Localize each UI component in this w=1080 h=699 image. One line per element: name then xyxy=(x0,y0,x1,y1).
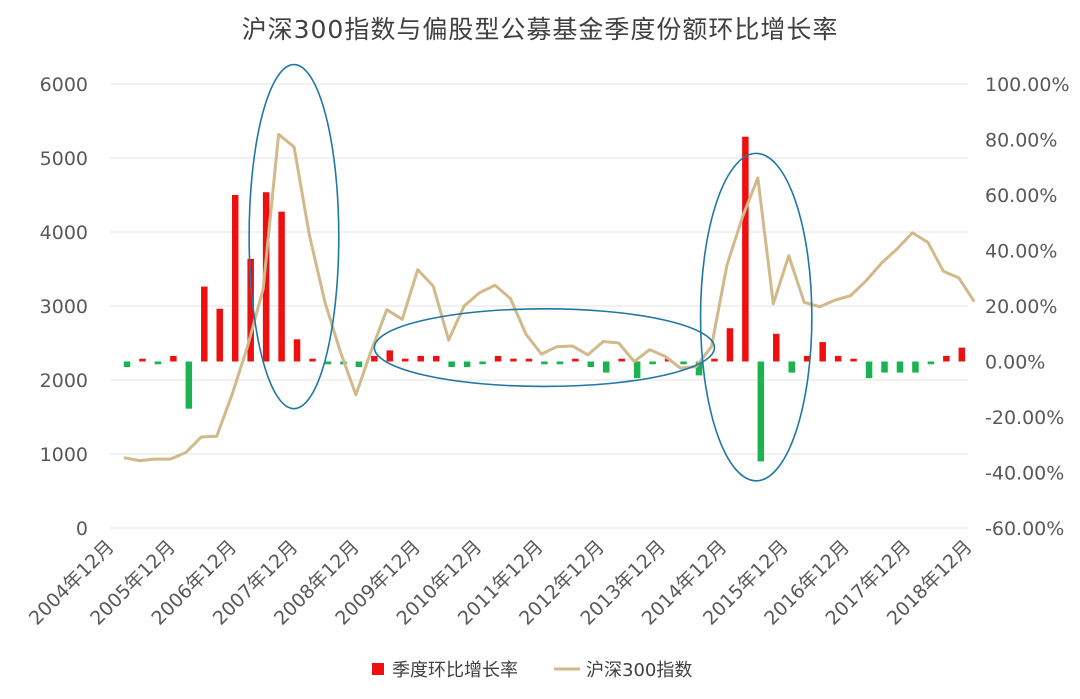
bar xyxy=(262,192,270,362)
bar xyxy=(216,308,224,362)
y-left-tick-label: 0 xyxy=(76,518,88,540)
y-left-tick-label: 6000 xyxy=(40,74,88,96)
bar xyxy=(773,333,780,362)
bar xyxy=(587,361,595,368)
bar xyxy=(819,342,826,362)
bar xyxy=(309,358,316,362)
bar xyxy=(355,361,363,368)
legend-bar-label: 季度环比增长率 xyxy=(392,660,518,681)
bar xyxy=(231,195,239,362)
bar xyxy=(572,358,579,362)
y-left-tick-label: 2000 xyxy=(40,370,88,392)
bar xyxy=(912,361,919,373)
bar xyxy=(432,355,440,362)
left-y-axis: 0 1000 2000 3000 4000 5000 6000 xyxy=(40,74,88,540)
bar xyxy=(742,136,749,362)
bar xyxy=(726,328,734,362)
bar xyxy=(417,355,424,362)
bar xyxy=(881,361,888,373)
y-right-tick-label: 60.00% xyxy=(985,185,1057,207)
legend: 季度环比增长率 沪深300指数 xyxy=(372,660,692,681)
y-left-tick-label: 5000 xyxy=(40,148,88,170)
right-y-axis: -60.00% -40.00% -20.00% 0.00% 20.00% 40.00% 60… xyxy=(985,74,1070,540)
bar xyxy=(602,361,610,373)
bar xyxy=(201,286,208,362)
legend-line-label: 沪深300指数 xyxy=(586,660,692,681)
y-left-tick-label: 3000 xyxy=(40,296,88,318)
bar xyxy=(123,361,131,368)
y-right-tick-label: 100.00% xyxy=(985,74,1070,96)
bar xyxy=(448,361,455,368)
bar xyxy=(695,361,703,376)
bar xyxy=(680,361,687,365)
highlight-ellipse xyxy=(248,63,340,410)
bar xyxy=(834,355,842,362)
bar xyxy=(711,358,718,362)
highlight-ellipses xyxy=(248,63,813,482)
bar xyxy=(463,361,471,368)
y-right-tick-label: -60.00% xyxy=(985,518,1064,540)
bar xyxy=(247,258,254,362)
bar-series xyxy=(123,136,966,462)
bar xyxy=(958,347,966,362)
bar xyxy=(510,358,517,362)
bar xyxy=(788,361,796,373)
bar xyxy=(479,361,486,365)
bar xyxy=(757,361,765,462)
bar xyxy=(649,361,656,365)
bar xyxy=(371,355,378,362)
bar xyxy=(556,361,564,365)
y-right-tick-label: 20.00% xyxy=(985,296,1057,318)
bar xyxy=(850,358,857,362)
bar xyxy=(943,355,950,362)
bar xyxy=(402,358,409,362)
bar xyxy=(494,355,502,362)
bar xyxy=(803,355,811,362)
y-right-tick-label: 80.00% xyxy=(985,130,1057,152)
bar xyxy=(541,361,548,365)
y-left-tick-label: 4000 xyxy=(40,222,88,244)
bar xyxy=(278,211,285,362)
bar xyxy=(927,361,935,365)
y-left-tick-label: 1000 xyxy=(40,444,88,466)
x-axis: 2004年12月2005年12月2006年12月2007年12月2008年12月… xyxy=(25,536,977,630)
y-right-tick-label: 0.00% xyxy=(985,352,1045,374)
bar xyxy=(324,361,332,365)
bar xyxy=(293,339,301,362)
y-right-tick-label: -20.00% xyxy=(985,407,1064,429)
bar xyxy=(618,358,625,362)
bar xyxy=(865,361,873,379)
index-line xyxy=(123,132,976,463)
bar xyxy=(525,358,533,362)
gridlines xyxy=(110,83,968,529)
bar xyxy=(139,358,146,362)
legend-bar-swatch xyxy=(372,663,384,675)
bar xyxy=(386,350,394,362)
bar xyxy=(170,355,177,362)
bar xyxy=(633,361,641,379)
line-series xyxy=(123,132,976,463)
y-right-tick-label: 40.00% xyxy=(985,241,1057,263)
y-right-tick-label: -40.00% xyxy=(985,463,1064,485)
highlight-ellipse xyxy=(699,152,813,482)
bar xyxy=(185,361,193,409)
bar xyxy=(154,361,162,365)
highlight-ellipse xyxy=(373,307,716,388)
chart-title: 沪深300指数与偏股型公募基金季度份额环比增长率 xyxy=(241,15,839,44)
bar xyxy=(896,361,904,373)
